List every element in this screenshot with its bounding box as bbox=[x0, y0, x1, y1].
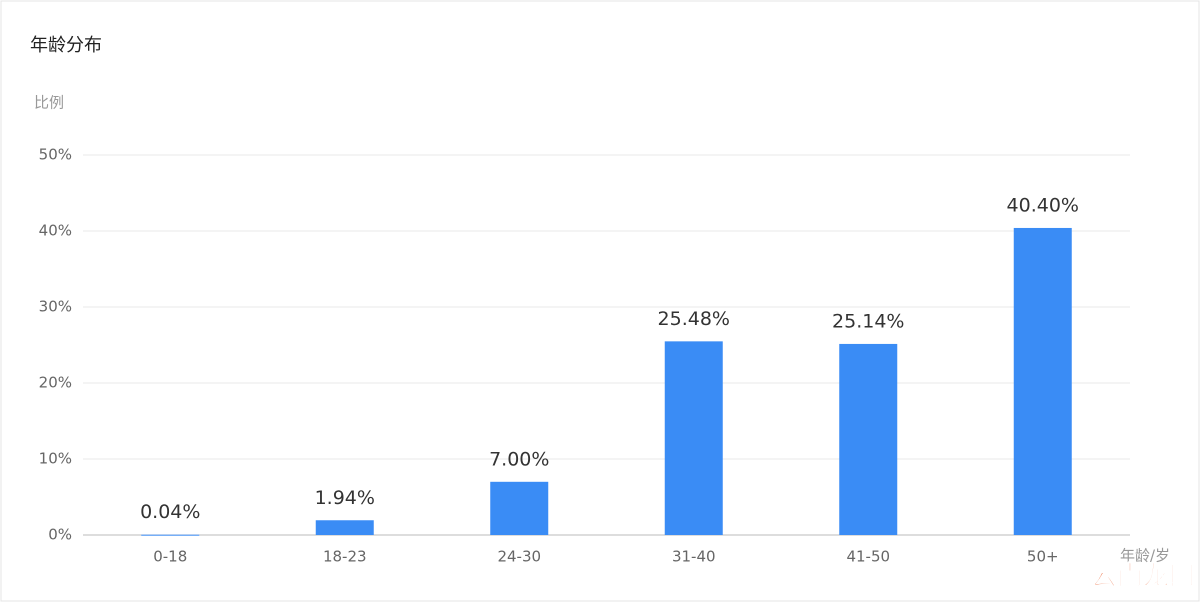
y-tick-label: 30% bbox=[39, 298, 72, 316]
value-label: 7.00% bbox=[489, 448, 549, 470]
value-label: 0.04% bbox=[140, 501, 200, 523]
value-label: 25.48% bbox=[658, 308, 730, 330]
y-tick-label: 40% bbox=[39, 222, 72, 240]
y-tick-label: 10% bbox=[39, 450, 72, 468]
bar bbox=[141, 534, 200, 536]
value-label: 1.94% bbox=[315, 487, 375, 509]
x-tick-label: 18-23 bbox=[323, 548, 367, 566]
x-axis-label: 年龄/岁 bbox=[1120, 547, 1170, 565]
x-tick-label: 24-30 bbox=[497, 548, 541, 566]
value-label: 40.40% bbox=[1007, 194, 1079, 216]
y-tick-label: 0% bbox=[48, 526, 72, 544]
bar bbox=[1013, 227, 1072, 535]
bar bbox=[664, 341, 723, 535]
x-tick-label: 31-40 bbox=[672, 548, 716, 566]
x-tick-label: 0-18 bbox=[153, 548, 187, 566]
chart-title: 年龄分布 bbox=[30, 35, 102, 56]
watermark: 云南龙网 bbox=[1091, 562, 1195, 592]
y-tick-label: 20% bbox=[39, 374, 72, 392]
y-axis-label: 比例 bbox=[34, 94, 64, 112]
value-label: 25.14% bbox=[832, 310, 904, 332]
x-tick-label: 41-50 bbox=[846, 548, 890, 566]
bar bbox=[839, 343, 898, 535]
x-tick-label: 50+ bbox=[1027, 548, 1059, 566]
y-tick-label: 50% bbox=[39, 146, 72, 164]
bar bbox=[315, 520, 374, 535]
bar bbox=[490, 481, 549, 535]
